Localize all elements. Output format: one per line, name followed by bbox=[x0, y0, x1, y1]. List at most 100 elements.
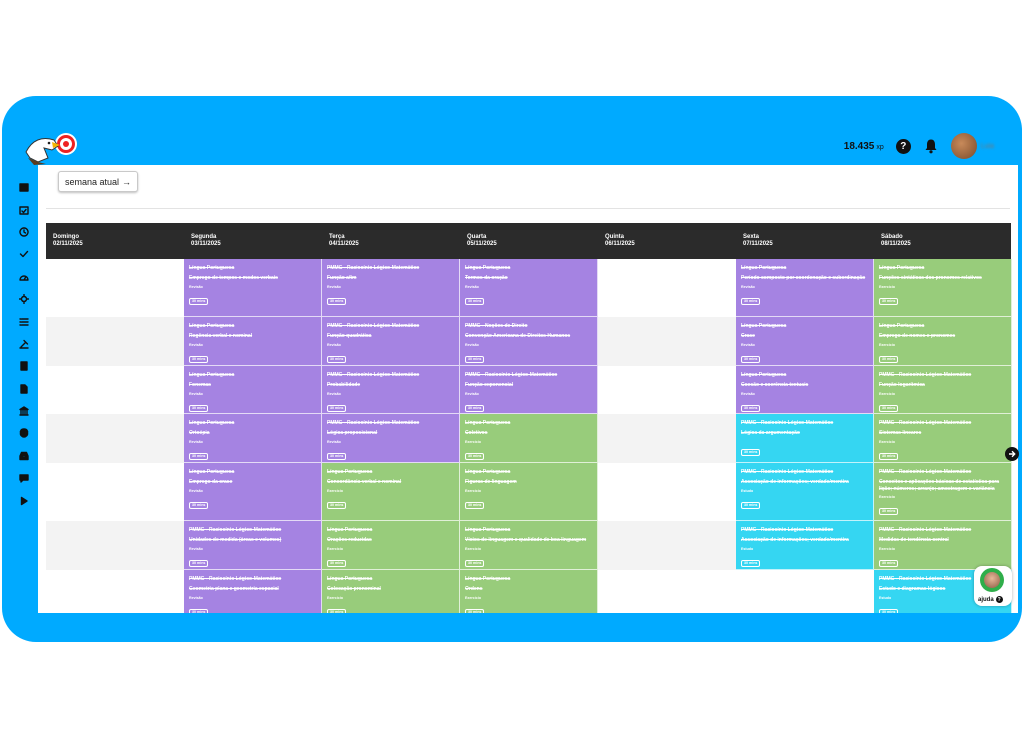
session-subject: Língua Portuguesa bbox=[189, 469, 235, 475]
sidebar-item-check[interactable] bbox=[14, 243, 34, 265]
session-type: Revisão bbox=[465, 284, 479, 289]
help-assistant-button[interactable]: ajuda? bbox=[974, 566, 1012, 606]
session-type: Revisão bbox=[465, 342, 479, 347]
study-session-card[interactable]: PMMG - Raciocínio Lógico-Matemático Funçã… bbox=[460, 366, 598, 414]
study-session-card[interactable]: PMMG - Raciocínio Lógico-Matemático Proba… bbox=[322, 366, 460, 414]
session-duration-badge: 30 mins bbox=[189, 608, 209, 613]
session-duration-badge: 30 mins bbox=[465, 501, 485, 509]
study-session-card[interactable]: PMMG - Noções de Direito Convenção Americ… bbox=[460, 317, 598, 366]
session-subject: PMMG - Raciocínio Lógico-Matemático bbox=[465, 372, 558, 378]
day-header-0: Domingo 02/11/2025 bbox=[53, 234, 83, 248]
sidebar-item-play[interactable] bbox=[14, 489, 34, 511]
day-name: Quarta bbox=[467, 234, 487, 240]
session-subject: Língua Portuguesa bbox=[879, 265, 925, 271]
session-duration-badge: 30 mins bbox=[879, 355, 899, 363]
book-icon bbox=[20, 361, 28, 372]
session-topic: Emprego da crase bbox=[189, 479, 233, 485]
sidebar-item-list[interactable] bbox=[14, 310, 34, 332]
xp-counter: 18.435 xp bbox=[843, 140, 884, 152]
sidebar-item-dashboard[interactable] bbox=[14, 266, 34, 288]
study-session-card[interactable]: PMMG - Raciocínio Lógico-Matemático Conce… bbox=[874, 463, 1012, 521]
study-session-card[interactable]: PMMG - Raciocínio Lógico-Matemático Lógic… bbox=[736, 414, 874, 463]
study-session-card[interactable]: Língua Portuguesa Concordância verbal e n… bbox=[322, 463, 460, 521]
study-session-card[interactable]: Língua Portuguesa Figuras de linguagem Exe… bbox=[460, 463, 598, 521]
session-topic: Associação de informações; verdade/menti… bbox=[741, 479, 849, 485]
study-session-card[interactable]: Língua Portuguesa Coletivos Exercício 30 mi… bbox=[460, 414, 598, 463]
study-session-card[interactable]: PMMG - Raciocínio Lógico-Matemático Funçã… bbox=[874, 366, 1012, 414]
study-session-card[interactable]: PMMG - Raciocínio Lógico-Matemático Medid… bbox=[874, 521, 1012, 570]
study-session-card[interactable]: PMMG - Raciocínio Lógico-Matemático Siste… bbox=[874, 414, 1012, 463]
sidebar-item-book[interactable] bbox=[14, 355, 34, 377]
session-topic: Termos da oração bbox=[465, 275, 508, 281]
sidebar bbox=[14, 176, 34, 512]
bell-icon[interactable] bbox=[923, 138, 939, 154]
help-icon[interactable]: ? bbox=[895, 138, 911, 154]
sidebar-item-file[interactable] bbox=[14, 378, 34, 400]
study-session-card[interactable]: PMMG - Raciocínio Lógico-Matemático Funçã… bbox=[322, 259, 460, 317]
chat-icon bbox=[19, 474, 29, 483]
dashboard-icon bbox=[19, 275, 29, 281]
sidebar-item-bank[interactable] bbox=[14, 400, 34, 422]
study-session-card[interactable]: Língua Portuguesa Coesão e coerência text… bbox=[736, 366, 874, 414]
user-menu[interactable]: Lula bbox=[950, 133, 994, 159]
day-name: Sexta bbox=[743, 234, 760, 240]
study-session-card[interactable]: Língua Portuguesa Ordens Exercício 30 mins bbox=[460, 570, 598, 613]
calendar-check-icon bbox=[19, 205, 29, 215]
study-session-card[interactable]: Língua Portuguesa Emprego de nomes e pron… bbox=[874, 317, 1012, 366]
study-session-card[interactable]: Língua Portuguesa Emprego da crase Revisão… bbox=[184, 463, 322, 521]
study-session-card[interactable]: PMMG - Raciocínio Lógico-Matemático Assoc… bbox=[736, 521, 874, 570]
study-session-card[interactable]: Língua Portuguesa Funções sintáticas dos … bbox=[874, 259, 1012, 317]
study-session-card[interactable]: Língua Portuguesa Orações reduzidas Exercí… bbox=[322, 521, 460, 570]
study-session-card[interactable]: PMMG - Raciocínio Lógico-Matemático Geome… bbox=[184, 570, 322, 613]
session-duration-badge: 30 mins bbox=[741, 559, 761, 567]
day-date: 03/11/2025 bbox=[191, 241, 221, 247]
sidebar-item-clock[interactable] bbox=[14, 221, 34, 243]
help-icon: ? bbox=[995, 596, 1003, 603]
session-type: Exercício bbox=[879, 439, 895, 444]
sidebar-item-chat[interactable] bbox=[14, 467, 34, 489]
study-session-card[interactable]: Língua Portuguesa Ortoépia Revisão 30 mins bbox=[184, 414, 322, 463]
current-week-button[interactable]: semana atual → bbox=[58, 171, 139, 192]
list-icon bbox=[19, 317, 29, 326]
session-duration-badge: 30 mins bbox=[879, 508, 899, 515]
study-session-card[interactable]: PMMG - Raciocínio Lógico-Matemático Assoc… bbox=[736, 463, 874, 521]
session-subject: PMMG - Raciocínio Lógico-Matemático bbox=[879, 527, 972, 533]
sidebar-item-inbox[interactable] bbox=[14, 445, 34, 467]
study-session-card[interactable]: Língua Portuguesa Emprego de tempos e mod… bbox=[184, 259, 322, 317]
session-topic: Emprego de nomes e pronomes bbox=[879, 333, 956, 339]
sidebar-item-brain[interactable] bbox=[14, 422, 34, 444]
study-session-card[interactable]: Língua Portuguesa Regência verbal e nomin… bbox=[184, 317, 322, 366]
study-session-card[interactable]: Língua Portuguesa Crase Revisão 30 mins bbox=[736, 317, 874, 366]
divider bbox=[46, 208, 1010, 209]
session-type: Estudo bbox=[741, 488, 754, 493]
sidebar-item-calendar[interactable] bbox=[14, 176, 34, 198]
session-subject: PMMG - Raciocínio Lógico-Matemático bbox=[327, 372, 420, 378]
session-subject: Língua Portuguesa bbox=[465, 576, 511, 582]
eagle-logo[interactable] bbox=[24, 128, 78, 166]
sidebar-item-settings[interactable] bbox=[14, 288, 34, 310]
session-duration-badge: 30 mins bbox=[327, 608, 347, 613]
study-session-card[interactable]: PMMG - Raciocínio Lógico-Matemático Funçã… bbox=[322, 317, 460, 366]
sidebar-item-tool[interactable] bbox=[14, 333, 34, 355]
brain-icon bbox=[19, 428, 29, 439]
study-session-card[interactable]: Língua Portuguesa Colocação pronominal Exe… bbox=[322, 570, 460, 613]
session-topic: Concordância verbal e nominal bbox=[327, 479, 402, 485]
study-session-card[interactable]: PMMG - Raciocínio Lógico-Matemático Unida… bbox=[184, 521, 322, 570]
session-topic: Coesão e coerência textuais bbox=[741, 382, 809, 388]
session-subject: Língua Portuguesa bbox=[879, 323, 925, 329]
session-subject: PMMG - Raciocínio Lógico-Matemático bbox=[741, 469, 834, 475]
study-session-card[interactable]: PMMG - Raciocínio Lógico-Matemático Lógic… bbox=[322, 414, 460, 463]
study-session-card[interactable]: Língua Portuguesa Fonemas Revisão 30 mins bbox=[184, 366, 322, 414]
next-week-button[interactable] bbox=[1005, 447, 1019, 461]
study-session-card[interactable]: Língua Portuguesa Período composto por co… bbox=[736, 259, 874, 317]
sidebar-item-calendar-check[interactable] bbox=[14, 198, 34, 220]
session-topic: Função logarítmica bbox=[879, 382, 925, 388]
session-type: Exercício bbox=[465, 488, 481, 493]
session-subject: Língua Portuguesa bbox=[741, 265, 787, 271]
calendar-header: Domingo 02/11/2025 Segunda 03/11/2025 Terça 0… bbox=[46, 223, 1011, 259]
study-session-card[interactable]: Língua Portuguesa Termos da oração Revisão… bbox=[460, 259, 598, 317]
session-subject: PMMG - Raciocínio Lógico-Matemático bbox=[189, 527, 282, 533]
study-session-card[interactable]: Língua Portuguesa Vícios de linguagem e q… bbox=[460, 521, 598, 570]
session-subject: PMMG - Raciocínio Lógico-Matemático bbox=[327, 265, 420, 271]
clock-icon bbox=[19, 227, 29, 237]
